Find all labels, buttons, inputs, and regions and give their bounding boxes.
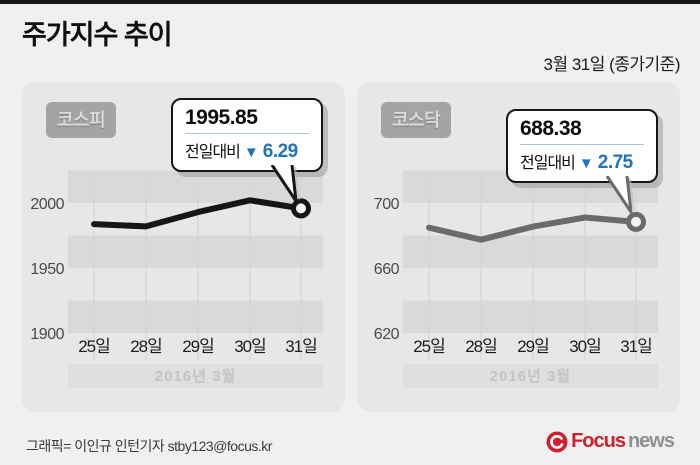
kospi-chart-card: 2000 1950 1900 25일 28일 29일 30일 31일 2016년 3월 코스피 … <box>22 82 345 412</box>
month-band <box>403 364 658 388</box>
change-label: 전일대비 <box>520 155 576 173</box>
x-axis-note: 2016년 3월 <box>490 368 571 385</box>
x-tick-label: 31일 <box>285 337 317 356</box>
kosdaq-chart-card: 700 660 620 25일 28일 29일 30일 31일 2016년 3월 코스닥 688… <box>357 82 680 412</box>
top-accent-bar <box>0 0 700 4</box>
logo-text-news: news <box>627 430 675 452</box>
y-tick-label: 620 <box>374 326 400 343</box>
change-label: 전일대비 <box>185 144 241 162</box>
plot-stripe <box>68 235 323 268</box>
bubble-divider <box>520 144 644 146</box>
kospi-value: 1995.85 <box>185 106 258 129</box>
down-triangle-icon: ▼ <box>578 155 594 173</box>
plot-stripe <box>68 300 323 333</box>
kosdaq-badge: 코스닥 <box>381 102 452 138</box>
kospi-callout-tail <box>270 165 300 203</box>
date-note: 3월 31일 (종가기준) <box>543 55 681 74</box>
x-axis-note: 2016년 3월 <box>155 368 236 385</box>
kospi-badge: 코스피 <box>46 102 117 138</box>
kospi-change-value: 6.29 <box>262 141 298 163</box>
kosdaq-callout-tail <box>605 176 635 214</box>
kosdaq-callout-bubble: 688.38 전일대비 ▼ 2.75 <box>506 109 658 184</box>
last-point-marker <box>291 198 311 219</box>
x-tick-label: 30일 <box>569 337 601 356</box>
x-tick-label: 28일 <box>130 337 162 356</box>
focusnews-logo: Focus news <box>546 430 675 453</box>
plot-stripe <box>403 235 658 268</box>
x-tick-label: 29일 <box>182 337 214 356</box>
plot-stripe <box>403 300 658 333</box>
focusnews-logo-icon <box>546 431 568 452</box>
y-tick-label: 1900 <box>30 326 64 343</box>
y-tick-label: 700 <box>374 196 400 213</box>
month-band <box>68 364 323 388</box>
x-tick-label: 28일 <box>465 337 497 356</box>
x-tick-label: 25일 <box>413 337 445 356</box>
kosdaq-change-value: 2.75 <box>597 152 633 174</box>
index-trend-line <box>91 197 304 230</box>
x-tick-label: 29일 <box>517 337 549 356</box>
x-tick-label: 30일 <box>234 337 266 356</box>
bubble-divider <box>185 133 309 135</box>
down-triangle-icon: ▼ <box>243 144 259 162</box>
y-tick-label: 1950 <box>30 261 64 278</box>
index-trend-line <box>426 214 639 243</box>
kospi-callout-bubble: 1995.85 전일대비 ▼ 6.29 <box>171 98 323 173</box>
y-tick-label: 660 <box>374 261 400 278</box>
kosdaq-value: 688.38 <box>520 117 582 140</box>
x-tick-label: 25일 <box>78 337 110 356</box>
last-point-marker <box>626 211 646 232</box>
x-tick-label: 31일 <box>620 337 652 356</box>
logo-text-focus: Focus <box>571 430 626 452</box>
footer-credit: 그래픽= 이인규 인턴기자 stby123@focus.kr <box>26 438 272 454</box>
kosdaq-chart: 700 660 620 25일 28일 29일 30일 31일 2016년 3월 <box>374 170 658 388</box>
page-title: 주가지수 추이 <box>22 20 173 50</box>
y-tick-label: 2000 <box>30 196 64 213</box>
